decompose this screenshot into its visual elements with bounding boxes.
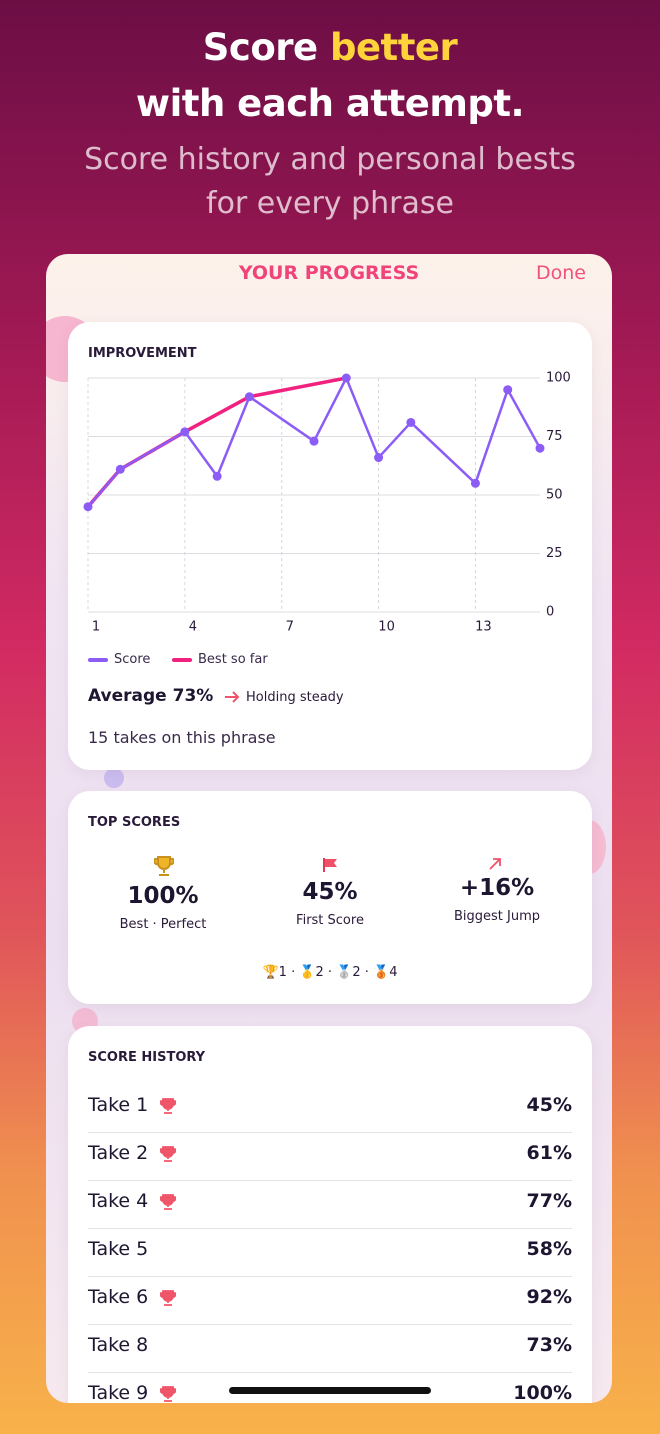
headline: Score better with each attempt. xyxy=(0,20,660,132)
history-row: Take 1 45% xyxy=(88,1084,572,1133)
average: Average 73% xyxy=(88,686,214,706)
stat-value: 45% xyxy=(302,879,358,905)
data-point xyxy=(341,373,351,383)
legend-label: Best so far xyxy=(198,652,268,667)
headline-end: with each attempt. xyxy=(135,82,525,125)
jump-icon xyxy=(489,858,501,870)
take-label: Take 5 xyxy=(88,1238,149,1260)
card-title: IMPROVEMENT xyxy=(88,346,197,361)
take-label: Take 4 xyxy=(88,1190,149,1212)
progress-panel: YOUR PROGRESS Done IMPROVEMENT 0 25 50 75 10… xyxy=(46,254,612,1403)
history-row: Take 5 58% xyxy=(88,1228,572,1277)
legend-label: Score xyxy=(114,652,151,667)
trophy-icon xyxy=(160,1146,176,1162)
take-label: Take 6 xyxy=(88,1286,149,1308)
trend: Holding steady xyxy=(246,690,344,705)
flag-icon xyxy=(323,858,337,872)
trend-arrow xyxy=(225,691,240,703)
stat-value: 100% xyxy=(127,883,199,909)
data-point xyxy=(309,436,319,446)
history-row: Take 8 73% xyxy=(88,1324,572,1373)
home-indicator xyxy=(229,1387,431,1394)
series-line xyxy=(86,376,347,508)
data-point xyxy=(374,453,384,463)
y-tick-label: 0 xyxy=(546,605,554,620)
history-card: SCORE HISTORY Take 1 45% Take 2 61% Take 4 77… xyxy=(68,1026,592,1403)
panel-title: YOUR PROGRESS xyxy=(238,262,420,284)
legend-swatch xyxy=(172,657,192,662)
history-row: Take 9 100% xyxy=(88,1372,572,1403)
trophy-icon xyxy=(160,1194,176,1210)
series-line xyxy=(87,376,542,508)
take-score: 58% xyxy=(526,1238,572,1260)
headline-start: Score xyxy=(202,26,330,69)
y-tick-label: 100 xyxy=(546,371,571,386)
card-title: TOP SCORES xyxy=(88,815,181,830)
history-row: Take 6 92% xyxy=(88,1276,572,1325)
data-point xyxy=(244,392,254,402)
data-point xyxy=(470,478,480,488)
takes-count: 15 takes on this phrase xyxy=(88,728,276,747)
take-label: Take 1 xyxy=(88,1094,149,1116)
y-tick-label: 50 xyxy=(546,488,563,503)
take-score: 73% xyxy=(526,1334,572,1356)
trophy-icon xyxy=(154,856,174,876)
improvement-card: IMPROVEMENT 0 25 50 75 100 1 4 7 10 13 Score Best… xyxy=(68,322,592,770)
take-score: 100% xyxy=(513,1382,572,1403)
take-label: Take 2 xyxy=(88,1142,149,1164)
y-tick-label: 75 xyxy=(546,429,563,444)
stat: 45% First Score xyxy=(245,879,415,928)
stat: +16% Biggest Jump xyxy=(412,875,582,924)
data-point xyxy=(83,502,93,512)
take-label: Take 8 xyxy=(88,1334,149,1356)
data-point xyxy=(406,417,416,427)
x-tick-label: 7 xyxy=(286,620,294,635)
subtitle: Score history and personal bests for eve… xyxy=(84,142,576,221)
x-tick-label: 10 xyxy=(378,620,395,635)
card-title: SCORE HISTORY xyxy=(88,1050,206,1065)
x-tick-label: 1 xyxy=(92,620,100,635)
headline-highlight: better xyxy=(329,26,458,69)
chart: 0 25 50 75 100 1 4 7 10 13 xyxy=(83,371,571,635)
stat-label: First Score xyxy=(296,913,364,928)
trophy-icon xyxy=(160,1098,176,1114)
top-scores-card: TOP SCORES 100% Best · Perfect 45% First Sc… xyxy=(68,791,592,1004)
data-point xyxy=(535,443,545,453)
legend-swatch xyxy=(88,657,108,662)
y-tick-label: 25 xyxy=(546,546,563,561)
decor-blob xyxy=(104,768,124,788)
history-row: Take 4 77% xyxy=(88,1180,572,1229)
done-button[interactable]: Done xyxy=(536,262,586,284)
take-score: 61% xyxy=(526,1142,572,1164)
x-tick-label: 13 xyxy=(475,620,492,635)
legend-item: Score xyxy=(88,652,150,667)
x-tick-label: 4 xyxy=(189,620,197,635)
trophy-icon xyxy=(160,1290,176,1306)
data-point xyxy=(212,471,222,481)
data-point xyxy=(503,385,513,395)
stat-label: Biggest Jump xyxy=(453,909,541,924)
data-point xyxy=(180,427,190,437)
take-score: 45% xyxy=(526,1094,572,1116)
medal-counts: 🏆1 · 🥇2 · 🥈2 · 🥉4 xyxy=(262,965,398,980)
stat-value: +16% xyxy=(459,875,535,901)
take-label: Take 9 xyxy=(88,1382,149,1403)
take-score: 92% xyxy=(526,1286,572,1308)
stat: 100% Best · Perfect xyxy=(78,883,248,932)
history-row: Take 2 61% xyxy=(88,1132,572,1181)
take-score: 77% xyxy=(526,1190,572,1212)
legend-item: Best so far xyxy=(172,652,268,667)
trophy-icon xyxy=(160,1386,176,1402)
data-point xyxy=(115,464,125,474)
stat-label: Best · Perfect xyxy=(119,917,207,932)
